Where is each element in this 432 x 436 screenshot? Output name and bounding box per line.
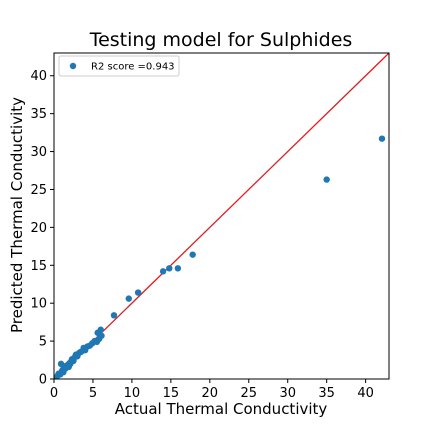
x-tick-label: 5 [89, 386, 97, 401]
y-tick-label: 15 [30, 259, 47, 274]
data-point [378, 135, 386, 142]
data-point [174, 265, 182, 272]
y-tick-label: 30 [30, 145, 47, 160]
legend-frame [58, 55, 180, 77]
y-tick-label: 0 [39, 373, 47, 388]
data-point [125, 295, 132, 302]
y-axis-label: Predicted Thermal Conductivity [8, 97, 26, 333]
y-tick-label: 10 [30, 297, 47, 312]
x-tick-label: 10 [124, 386, 141, 401]
legend-label: R2 score =0.943 [91, 62, 175, 73]
x-tick-label: 25 [240, 386, 257, 401]
y-tick-label: 25 [30, 183, 47, 198]
x-axis-label: Actual Thermal Conductivity [115, 400, 328, 418]
data-point [159, 268, 167, 275]
x-tick-label: 40 [357, 386, 374, 401]
data-point [110, 312, 118, 319]
x-tick-label: 35 [318, 386, 335, 401]
data-point [166, 265, 173, 272]
data-point [323, 176, 330, 183]
identity-line [54, 53, 389, 379]
y-tick-label: 40 [30, 69, 47, 84]
axes-frame [53, 52, 390, 380]
x-tick-label: 20 [202, 386, 219, 401]
chart-title: Testing model for Sulphides [89, 29, 353, 51]
legend-marker [69, 62, 77, 70]
x-tick-label: 30 [279, 386, 296, 401]
data-point [134, 289, 142, 296]
y-tick-label: 20 [30, 221, 47, 236]
y-tick-label: 5 [39, 335, 47, 350]
plot-area: 0 5 10 15 20 25 30 35 40 0 5 10 15 20 25 30 35 40 [30, 52, 390, 401]
x-tick-label: 15 [163, 386, 180, 401]
data-point [97, 326, 104, 333]
x-tick-label: 0 [50, 386, 58, 401]
data-point [189, 251, 196, 258]
y-tick-label: 35 [30, 107, 47, 122]
legend: R2 score =0.943 [58, 55, 180, 77]
data-point [98, 332, 105, 339]
